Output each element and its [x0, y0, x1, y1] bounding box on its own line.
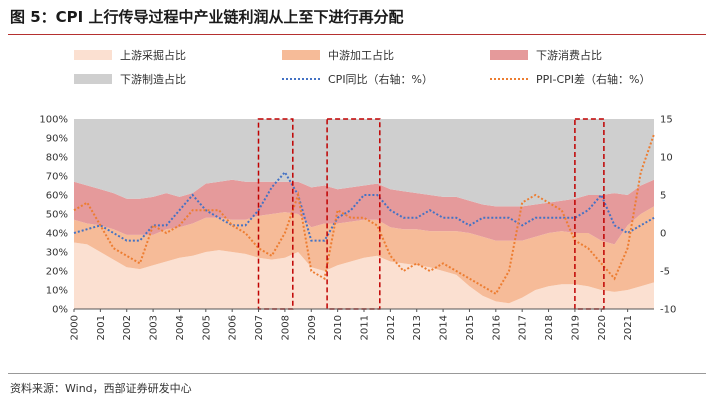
- x-tick-label: 2021: [623, 315, 634, 340]
- x-tick-label: 2016: [491, 315, 502, 340]
- legend-swatch-downstream-consumer: [490, 50, 528, 60]
- x-tick-label: 2010: [333, 315, 344, 340]
- area-midstream: [74, 206, 654, 304]
- legend-swatch-downstream-mfg: [74, 74, 112, 84]
- y-left-tick: 100%: [39, 115, 68, 126]
- y-left-tick: 0%: [52, 305, 68, 316]
- y-left-tick: 50%: [46, 210, 68, 221]
- axes: 0% 10% 20% 30% 40% 50% 60% 70% 80% 90% 100% -10 -5 0 5…: [39, 115, 676, 341]
- title-rule: [8, 34, 706, 35]
- y-left-tick: 90%: [46, 134, 68, 145]
- y-right-tick: 10: [660, 153, 673, 164]
- y-left-tick: 40%: [46, 229, 68, 240]
- y-left-tick: 10%: [46, 286, 68, 297]
- legend-label-cpi: CPI同比（右轴：%）: [328, 72, 433, 86]
- x-tick-label: 2015: [465, 315, 476, 340]
- x-tick-label: 2012: [386, 315, 397, 340]
- figure-title: 图 5：CPI 上行传导过程中产业链利润从上至下进行再分配: [10, 8, 404, 26]
- x-tick-label: 2017: [518, 315, 529, 340]
- x-tick-label: 2001: [96, 315, 107, 340]
- y-left-tick: 20%: [46, 267, 68, 278]
- plot-area: [73, 118, 655, 310]
- x-tick-label: 2003: [149, 315, 160, 340]
- x-tick-label: 2004: [175, 315, 186, 340]
- x-tick-label: 2011: [360, 315, 371, 340]
- x-tick-label: 2009: [307, 315, 318, 340]
- x-tick-label: 2019: [570, 315, 581, 340]
- legend-label-midstream: 中游加工占比: [328, 48, 394, 62]
- y-right-tick: 15: [660, 115, 673, 126]
- legend-label-downstream-consumer: 下游消费占比: [536, 48, 602, 62]
- x-tick-label: 2018: [544, 315, 555, 340]
- highlight-box-2: [326, 118, 381, 310]
- x-tick-label: 2007: [254, 315, 265, 340]
- area-upstream: [74, 242, 654, 309]
- x-tick-label: 2013: [412, 315, 423, 340]
- area-downstream-consumer: [74, 179, 654, 245]
- x-tick-label: 2006: [228, 315, 239, 340]
- y-left-tick: 60%: [46, 191, 68, 202]
- x-tick-label: 2000: [70, 315, 81, 340]
- y-right-tick: 0: [660, 229, 666, 240]
- y-right-tick: -5: [660, 267, 670, 278]
- x-tick-label: 2005: [201, 315, 212, 340]
- source-note: 资料来源：Wind，西部证券研发中心: [10, 382, 192, 395]
- x-tick-label: 2008: [280, 315, 291, 340]
- y-left-tick: 30%: [46, 248, 68, 259]
- y-right-tick: 5: [660, 191, 666, 202]
- legend-swatch-upstream: [74, 50, 112, 60]
- source-rule: [8, 373, 706, 374]
- y-right-tick: -10: [660, 305, 676, 316]
- x-tick-label: 2020: [597, 315, 608, 340]
- x-tick-label: 2002: [122, 315, 133, 340]
- x-tick-label: 2014: [439, 315, 450, 340]
- y-left-tick: 70%: [46, 172, 68, 183]
- legend-label-ppi-cpi: PPI-CPI差（右轴：%）: [536, 72, 651, 86]
- legend-label-downstream-mfg: 下游制造占比: [120, 72, 186, 86]
- legend-swatch-midstream: [282, 50, 320, 60]
- area-downstream-mfg: [74, 119, 654, 207]
- legend: 上游采掘占比 中游加工占比 下游消费占比 下游制造占比 CPI同比（右轴：%） …: [74, 48, 651, 86]
- legend-label-upstream: 上游采掘占比: [120, 48, 186, 62]
- chart-canvas: 上游采掘占比 中游加工占比 下游消费占比 下游制造占比 CPI同比（右轴：%） …: [39, 48, 676, 341]
- y-left-tick: 80%: [46, 153, 68, 164]
